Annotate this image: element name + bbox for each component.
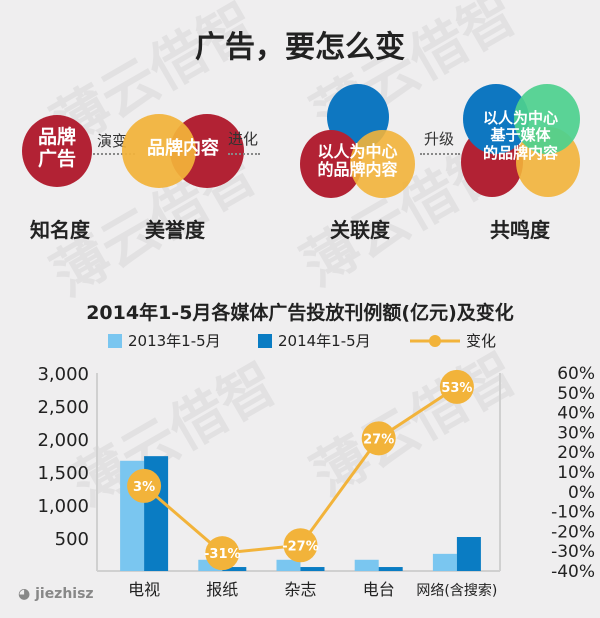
right-tick-label: 10%: [557, 463, 595, 483]
category-label: 报纸: [206, 580, 238, 599]
right-tick-label: -40%: [551, 562, 595, 582]
arrow-label: 演变: [97, 132, 128, 150]
change-point: [127, 468, 162, 503]
bar-2013: [276, 559, 301, 571]
change-label: -31%: [204, 547, 241, 562]
bar-2013: [354, 559, 379, 571]
change-point: [439, 369, 474, 404]
brand-content-text: 品牌内容: [147, 138, 219, 159]
dotted-arrow: [228, 153, 260, 155]
legend-swatch: [258, 333, 272, 348]
change-label: 27%: [363, 432, 394, 447]
bar-2014: [222, 567, 247, 571]
change-label: -27%: [282, 539, 319, 554]
change-line: [143, 385, 458, 555]
bar-2014: [456, 537, 481, 571]
chart-title: 2014年1-5月各媒体广告投放刊例额(亿元)及变化: [86, 302, 514, 324]
legend-item-change: 变化: [410, 330, 496, 351]
brand-ad-text: 品牌 广告: [37, 126, 76, 170]
left-tick-label: 2,000: [37, 430, 89, 451]
left-tick-label: 3,000: [37, 364, 89, 385]
brand-ad-circle: [22, 115, 92, 187]
people-centric-text: 以人为中心 的品牌内容: [317, 142, 398, 180]
dotted-arrow: [420, 153, 460, 155]
legend-swatch: [108, 333, 122, 348]
change-point: [361, 421, 396, 456]
right-tick-label: 50%: [557, 384, 595, 404]
wechat-logo: ◕ jiezhisz: [18, 586, 94, 602]
arrow-label: 进化: [228, 130, 259, 148]
left-tick-label: 1,500: [37, 463, 89, 484]
category-label: 杂志: [284, 580, 316, 599]
page-title: 广告，要怎么变: [195, 30, 405, 65]
right-tick-label: -10%: [551, 503, 595, 523]
yellow-circle: [122, 114, 196, 188]
dotted-arrow: [93, 153, 135, 155]
right-tick-label: -20%: [551, 522, 595, 542]
legend-line-marker: [410, 334, 460, 347]
bar-2014: [378, 567, 403, 571]
category-label: 网络(含搜索): [416, 582, 497, 599]
category-label: 电台: [363, 580, 395, 599]
bar-2014: [300, 567, 325, 571]
legend-item-2013: 2013年1-5月: [108, 330, 221, 351]
left-tick-label: 2,500: [37, 397, 89, 418]
right-tick-label: 30%: [557, 423, 595, 443]
arrow-label: 升级: [424, 130, 455, 148]
change-point: [283, 528, 318, 563]
left-tick-label: 1,000: [37, 496, 89, 517]
change-point: [205, 536, 240, 571]
left-tick-label: 500: [55, 529, 89, 550]
bar-2013: [432, 553, 457, 571]
right-tick-label: 60%: [557, 364, 595, 384]
right-tick-label: -30%: [551, 542, 595, 562]
yellow-circle: [350, 130, 415, 198]
legend-item-2014: 2014年1-5月: [258, 330, 371, 351]
right-tick-label: 0%: [568, 483, 595, 503]
legend-label: 2014年1-5月: [278, 332, 371, 350]
resonance-text: 以人为中心 基于媒体 的品牌内容: [482, 109, 558, 162]
level-label: 共鸣度: [490, 218, 550, 242]
right-tick-label: 40%: [557, 404, 595, 424]
change-label: 53%: [441, 381, 472, 396]
change-label: 3%: [133, 480, 155, 495]
category-label: 电视: [128, 580, 160, 599]
level-label: 知名度: [30, 218, 90, 242]
green-circle: [514, 84, 580, 154]
legend-label: 2013年1-5月: [128, 332, 221, 350]
legend-label: 变化: [466, 332, 497, 350]
level-label: 关联度: [330, 218, 390, 242]
right-tick-label: 20%: [557, 443, 595, 463]
bar-2013: [198, 559, 223, 571]
level-label: 美誉度: [145, 218, 205, 242]
